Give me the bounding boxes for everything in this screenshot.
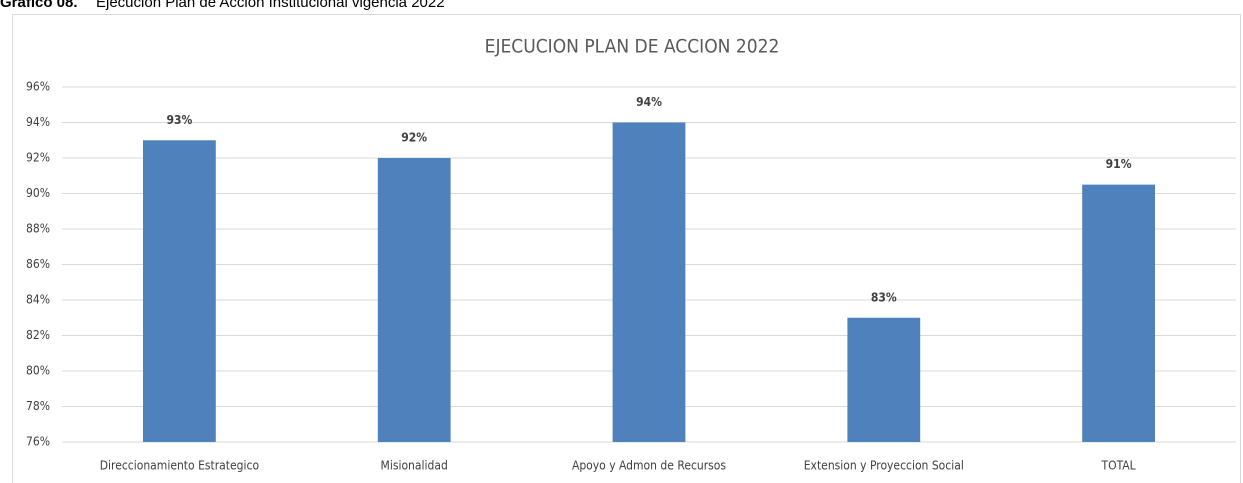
bar — [377, 158, 451, 442]
bar — [1082, 184, 1155, 442]
y-tick-label: 80% — [26, 364, 50, 378]
y-tick-label: 86% — [26, 257, 50, 271]
data-label: 83% — [871, 290, 897, 304]
chart-frame — [12, 14, 1241, 483]
data-label: 93% — [166, 113, 192, 127]
y-tick-label: 78% — [26, 399, 50, 413]
data-label: 91% — [1106, 157, 1132, 171]
data-label: 94% — [636, 95, 662, 109]
y-tick-label: 84% — [26, 293, 50, 307]
chart-title: EJECUCION PLAN DE ACCION 2022 — [485, 36, 780, 58]
y-tick-label: 92% — [26, 151, 50, 165]
bar — [612, 122, 686, 442]
data-label: 92% — [401, 131, 427, 145]
bar — [847, 317, 921, 442]
x-tick-label: Apoyo y Admon de Recursos — [572, 459, 726, 473]
bar — [143, 140, 216, 442]
y-tick-label: 76% — [26, 435, 50, 449]
y-tick-label: 82% — [26, 328, 50, 342]
x-tick-label: Direccionamiento Estrategico — [100, 459, 260, 473]
y-tick-label: 94% — [26, 115, 50, 129]
caption-text: Ejecución Plan de Acción Institucional v… — [96, 0, 445, 11]
y-tick-label: 90% — [26, 186, 50, 200]
x-tick-label: TOTAL — [1101, 459, 1136, 473]
y-tick-label: 96% — [26, 80, 50, 94]
caption-label: Gráfico 08. — [0, 0, 78, 11]
x-tick-label: Extension y Proyeccion Social — [804, 459, 964, 473]
y-tick-label: 88% — [26, 222, 50, 236]
x-tick-label: Misionalidad — [381, 459, 448, 473]
